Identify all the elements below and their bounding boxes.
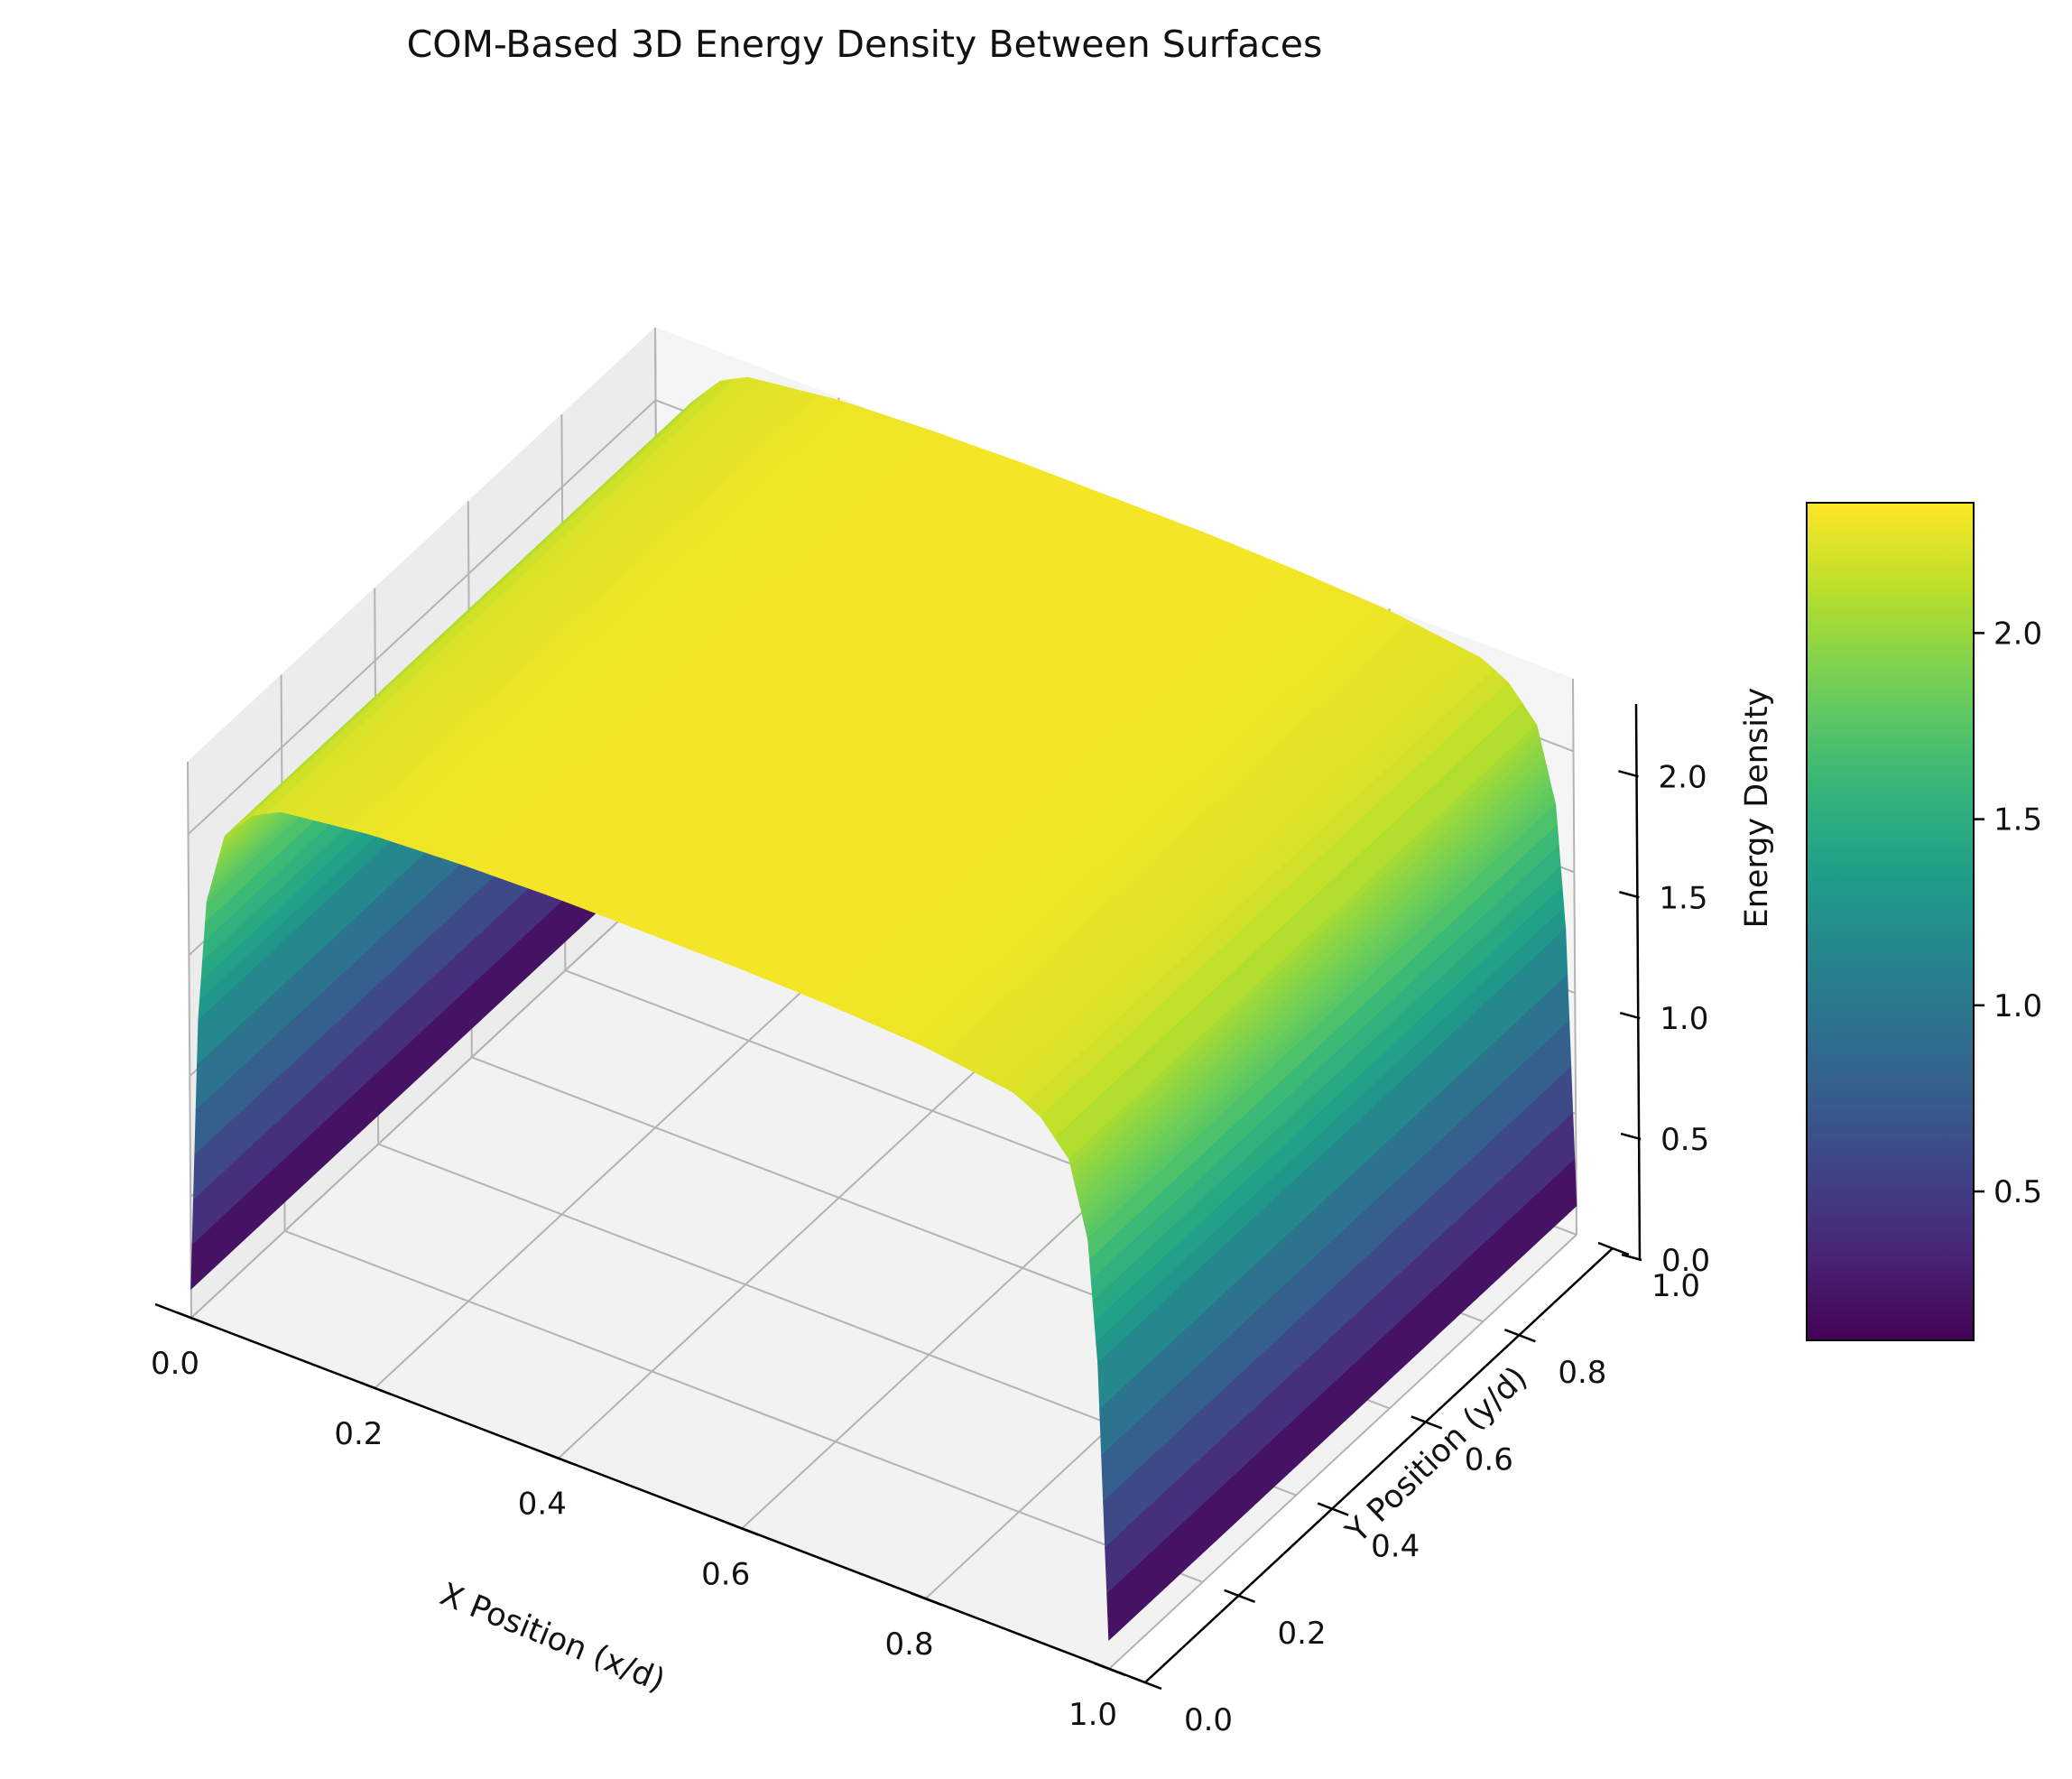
z-tick-label: 2.0 — [1659, 759, 1707, 795]
grid-line — [187, 761, 192, 1319]
z-tick — [1619, 891, 1640, 899]
colorbar-tick-label: 1.0 — [1993, 988, 2042, 1024]
y-tick-label: 0.4 — [1371, 1529, 1420, 1565]
z-axis-line — [1634, 703, 1642, 1261]
z-tick-label: 1.5 — [1659, 880, 1707, 916]
z-tick — [1619, 1011, 1641, 1020]
x-tick-label: 0.6 — [701, 1556, 750, 1592]
x-tick — [176, 1311, 208, 1326]
y-tick-label: 0.0 — [1184, 1702, 1233, 1738]
y-tick-label: 0.6 — [1465, 1441, 1513, 1478]
grid-line — [1572, 678, 1577, 1236]
colorbar-gradient — [1806, 502, 1975, 1341]
x-axis-line — [154, 1302, 1146, 1684]
y-tick-label: 1.0 — [1651, 1268, 1700, 1304]
x-tick — [1094, 1662, 1126, 1677]
colorbar-tick-label: 0.5 — [1993, 1174, 2042, 1210]
z-tick — [1620, 1132, 1642, 1141]
grid-line — [1108, 1234, 1577, 1670]
chart-title: COM-Based 3D Energy Density Between Surf… — [407, 23, 1323, 66]
y-tick — [1317, 1502, 1349, 1516]
surface-strip — [1106, 1158, 1577, 1642]
x-axis-title: X Position (x/d) — [435, 1577, 670, 1700]
y-tick — [1411, 1415, 1443, 1430]
x-tick — [543, 1451, 576, 1466]
y-tick — [1503, 1329, 1536, 1343]
z-axis-title: Energy Density — [1739, 688, 1775, 929]
energy-surface — [190, 376, 1577, 1642]
z-tick-label: 0.5 — [1660, 1122, 1709, 1158]
colorbar-tick-label: 2.0 — [1993, 616, 2042, 652]
grid-line — [284, 1229, 1203, 1583]
x-tick — [359, 1381, 392, 1395]
colorbar-tick-label: 1.5 — [1993, 802, 2042, 839]
z-tick — [1618, 770, 1639, 778]
grid-line — [374, 953, 844, 1389]
y-tick-label: 0.2 — [1278, 1616, 1327, 1652]
x-tick-label: 0.8 — [885, 1626, 934, 1663]
colorbar: 0.5 1.0 1.5 2.0 — [1806, 502, 2042, 1341]
z-tick — [1621, 1253, 1642, 1262]
x-tick-label: 0.4 — [518, 1487, 567, 1523]
z-tick-label: 1.0 — [1660, 1001, 1708, 1037]
y-tick — [1597, 1241, 1630, 1256]
z-tick-label: 0.0 — [1661, 1243, 1710, 1279]
y-axis-line — [1144, 1247, 1614, 1683]
x-tick — [726, 1522, 759, 1536]
grid-line — [558, 1023, 1027, 1459]
y-tick — [1130, 1675, 1162, 1691]
colorbar-ticks: 0.5 1.0 1.5 2.0 — [1974, 616, 2042, 1210]
x-tick — [911, 1592, 943, 1607]
y-tick — [1224, 1589, 1256, 1603]
axis-lines — [154, 703, 1642, 1691]
y-tick-label: 0.8 — [1558, 1355, 1606, 1391]
tick-labels: 0.00.20.40.60.81.0 0.00.20.40.60.81.00.00… — [151, 759, 1710, 1738]
x-tick-label: 0.2 — [334, 1416, 383, 1452]
x-tick-label: 0.0 — [151, 1346, 199, 1382]
x-tick-label: 1.0 — [1068, 1697, 1117, 1733]
